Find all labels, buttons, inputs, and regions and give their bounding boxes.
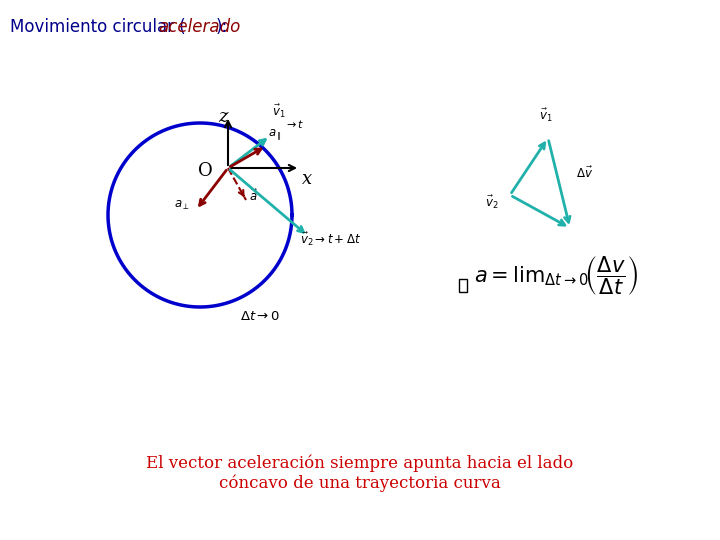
Text: El vector aceleración siempre apunta hacia el lado: El vector aceleración siempre apunta hac… [146, 455, 574, 472]
Text: $a_{\parallel}$: $a_{\parallel}$ [268, 127, 282, 142]
Text: cóncavo de una trayectoria curva: cóncavo de una trayectoria curva [219, 475, 501, 492]
Text: $a_{\perp}$: $a_{\perp}$ [174, 199, 190, 212]
Text: $\vec{v}_2 \rightarrow t+\Delta t$: $\vec{v}_2 \rightarrow t+\Delta t$ [300, 231, 361, 248]
Text: acelerado: acelerado [158, 18, 240, 36]
Bar [459, 279, 467, 292]
Text: O: O [198, 162, 212, 180]
Text: $\vec{v}_1$: $\vec{v}_1$ [539, 107, 553, 124]
Text: ):: ): [216, 18, 228, 36]
Text: x: x [302, 170, 312, 188]
Text: $\vec{a}$: $\vec{a}$ [249, 189, 258, 204]
Text: z: z [218, 108, 228, 126]
Text: $\vec{v}_2$: $\vec{v}_2$ [485, 194, 498, 211]
Text: $\rightarrow t$: $\rightarrow t$ [284, 118, 305, 130]
Text: $\Delta\vec{v}$: $\Delta\vec{v}$ [576, 166, 593, 181]
Text: $\vec{v}_1$: $\vec{v}_1$ [272, 103, 286, 120]
Text: $\Delta t \rightarrow 0$: $\Delta t \rightarrow 0$ [240, 310, 280, 323]
Text: $a = \mathrm{lim}_{\Delta t \rightarrow 0}\!\left(\dfrac{\Delta v}{\Delta t}\rig: $a = \mathrm{lim}_{\Delta t \rightarrow … [474, 254, 638, 297]
Text: Movimiento circular (: Movimiento circular ( [10, 18, 186, 36]
